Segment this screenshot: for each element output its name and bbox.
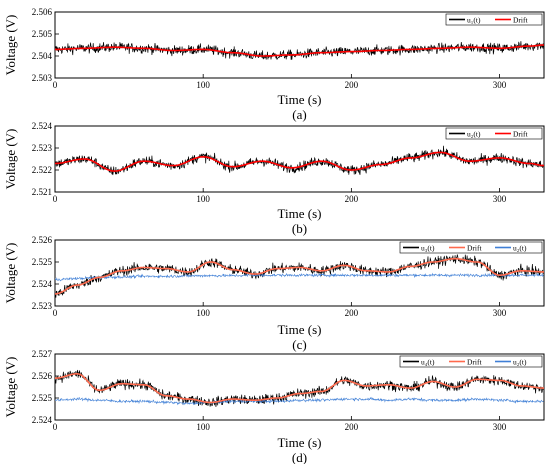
y-tick-label: 2.521: [32, 187, 52, 197]
legend-label: Drift: [513, 16, 528, 25]
x-axis-label: Time (s): [278, 206, 322, 221]
plot-data: [55, 254, 544, 298]
y-tick-label: 2.504: [32, 51, 53, 61]
y-tick-label: 2.523: [32, 143, 53, 153]
series-line-reference: [55, 396, 544, 406]
series-line-drift: [55, 373, 544, 404]
x-tick-label: 200: [345, 80, 359, 90]
plot-data: [55, 369, 544, 407]
legend: u₄(t) Drift u₂(t): [399, 355, 543, 368]
legend: u₁(t) Drift: [445, 13, 543, 26]
legend-label: u₄(t): [421, 358, 435, 367]
x-tick-label: 200: [345, 422, 359, 432]
x-tick-label: 200: [345, 308, 359, 318]
y-axis-label: Voltage (V): [3, 357, 18, 418]
x-axis-label: Time (s): [278, 435, 322, 450]
y-tick-label: 2.526: [32, 371, 53, 381]
plot-data: [55, 41, 544, 60]
x-tick-label: 100: [196, 80, 210, 90]
y-tick-label: 2.524: [32, 279, 53, 289]
x-axis-label: Time (s): [278, 322, 322, 337]
y-tick-label: 2.524: [32, 415, 53, 425]
y-axis-label: Voltage (V): [3, 243, 18, 304]
panel-label: (b): [292, 221, 307, 236]
series-line-drift: [55, 151, 544, 172]
legend-label: Drift: [513, 130, 528, 139]
legend-label: Drift: [467, 244, 482, 253]
panel-4: 0 100 200 300 2.524 2.525 2.526 2.527 Time (s)(d…: [3, 349, 545, 464]
x-tick-label: 0: [53, 422, 58, 432]
panel-1: 0 100 200 300 2.503 2.504 2.505 2.506 Time (s)(a…: [3, 7, 545, 122]
x-tick-label: 200: [345, 194, 359, 204]
series-line-drift: [55, 257, 544, 295]
panel-label: (c): [292, 337, 306, 352]
y-axis-label: Voltage (V): [3, 15, 18, 76]
legend-box: [445, 127, 543, 140]
panel-label: (a): [292, 107, 306, 122]
x-tick-label: 300: [493, 422, 507, 432]
x-tick-label: 300: [493, 80, 507, 90]
panel-2: 0 100 200 300 2.521 2.522 2.523 2.524 Time (s)(b…: [3, 121, 545, 236]
x-axis-label: Time (s): [278, 92, 322, 107]
y-tick-label: 2.524: [32, 121, 53, 131]
x-tick-label: 300: [493, 308, 507, 318]
legend-box: [399, 241, 543, 254]
y-tick-label: 2.505: [32, 29, 53, 39]
legend: u₃(t) Drift u₂(t): [399, 241, 543, 254]
y-tick-label: 2.503: [32, 73, 53, 83]
y-tick-label: 2.527: [32, 349, 53, 359]
panel-3: 0 100 200 300 2.523 2.524 2.525 2.526 Time (s)(c…: [3, 235, 545, 352]
y-axis-label: Voltage (V): [3, 129, 18, 190]
legend: u₂(t) Drift: [445, 127, 543, 140]
x-tick-label: 0: [53, 80, 58, 90]
legend-box: [399, 355, 543, 368]
series-line-reference: [55, 272, 544, 282]
y-tick-label: 2.526: [32, 235, 53, 245]
y-tick-label: 2.522: [32, 165, 52, 175]
legend-label: u₂(t): [513, 358, 527, 367]
legend-label: u₁(t): [467, 16, 481, 25]
legend-label: u₂(t): [467, 130, 481, 139]
x-tick-label: 0: [53, 194, 58, 204]
panel-label: (d): [292, 450, 307, 464]
x-tick-label: 100: [196, 422, 210, 432]
y-tick-label: 2.523: [32, 301, 53, 311]
x-tick-label: 100: [196, 308, 210, 318]
x-tick-label: 100: [196, 194, 210, 204]
x-tick-label: 300: [493, 194, 507, 204]
legend-label: u₂(t): [513, 244, 527, 253]
x-tick-label: 0: [53, 308, 58, 318]
plot-data: [55, 145, 544, 176]
y-tick-label: 2.525: [32, 257, 53, 267]
y-tick-label: 2.506: [32, 7, 53, 17]
legend-box: [445, 13, 543, 26]
legend-label: u₃(t): [421, 244, 435, 253]
y-tick-label: 2.525: [32, 393, 53, 403]
series-line-drift: [55, 44, 544, 57]
legend-label: Drift: [467, 358, 482, 367]
